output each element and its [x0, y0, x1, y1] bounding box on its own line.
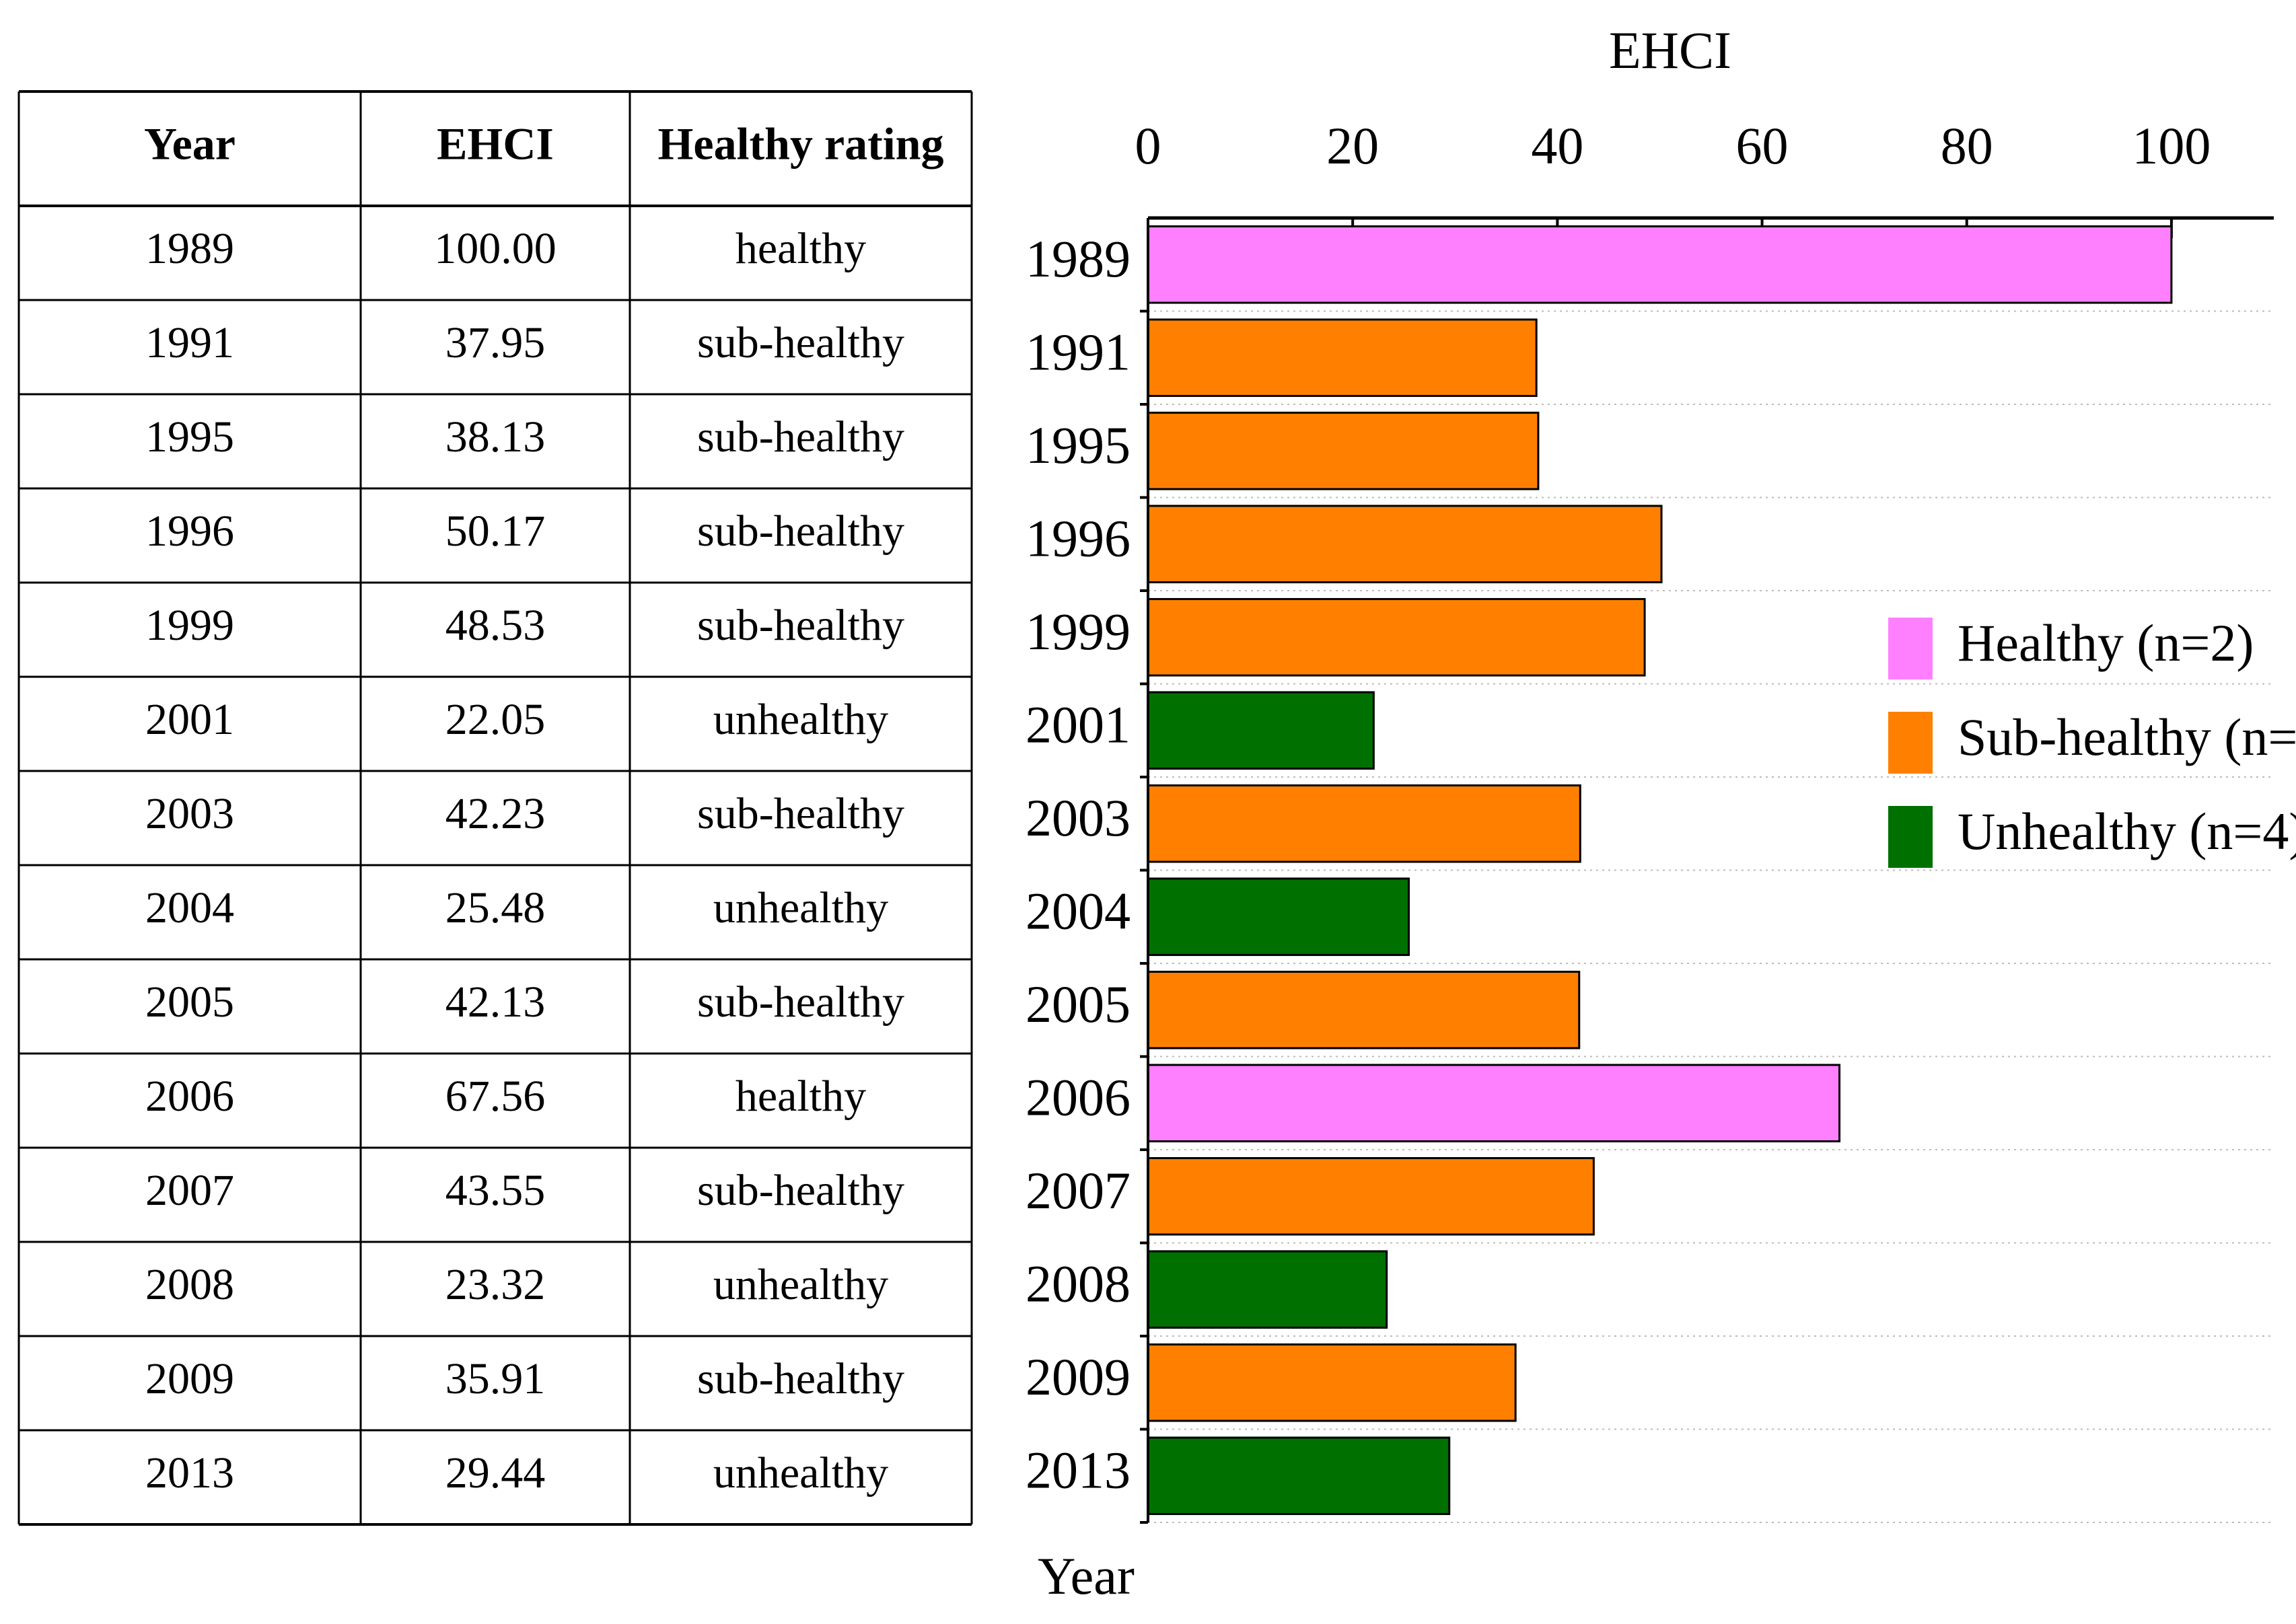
- table-cell: unhealthy: [713, 1260, 888, 1309]
- table-cell: 2006: [145, 1072, 234, 1121]
- table-cell: 2001: [145, 695, 234, 744]
- bar: [1147, 597, 1646, 677]
- x-tick-label: 80: [1941, 116, 1993, 175]
- table-header: Healthy rating: [658, 118, 944, 170]
- bar: [1147, 225, 2173, 304]
- table-cell: sub-healthy: [697, 601, 904, 650]
- table-cell: 38.13: [445, 412, 546, 462]
- table-header: Year: [144, 118, 236, 170]
- y-tick-label: 2004: [1026, 882, 1131, 940]
- table-cell: 2008: [145, 1260, 234, 1309]
- table-cell: sub-healthy: [697, 977, 904, 1027]
- table-cell: sub-healthy: [697, 318, 904, 367]
- table-cell: sub-healthy: [697, 507, 904, 556]
- bar: [1147, 1343, 1517, 1422]
- y-tick-label: 2006: [1026, 1068, 1131, 1127]
- bar: [1147, 1250, 1388, 1329]
- legend-swatch: [1888, 618, 1933, 679]
- table-cell: 100.00: [434, 224, 557, 273]
- table-cell: 67.56: [445, 1072, 546, 1121]
- table-cell: 2013: [145, 1448, 234, 1498]
- x-tick-label: 100: [2132, 116, 2211, 175]
- table-cell: 23.32: [445, 1260, 546, 1309]
- table-cell: 1991: [145, 318, 234, 367]
- legend-label: Healthy (n=2): [1958, 614, 2254, 672]
- bar: [1147, 318, 1538, 398]
- table-cell: 35.91: [445, 1354, 546, 1403]
- table-cell: healthy: [736, 224, 866, 273]
- table-cell: 2004: [145, 883, 234, 932]
- table-cell: 50.17: [445, 507, 546, 556]
- bar: [1147, 970, 1581, 1049]
- y-tick-label: 2001: [1026, 696, 1131, 754]
- table-cell: sub-healthy: [697, 1354, 904, 1403]
- y-tick-label: 1999: [1026, 602, 1131, 661]
- bar: [1147, 505, 1663, 584]
- y-tick-label: 2008: [1026, 1255, 1131, 1313]
- y-tick-label: 1996: [1026, 509, 1131, 568]
- y-tick-label: 2005: [1026, 975, 1131, 1033]
- y-tick-label: 2009: [1026, 1348, 1131, 1406]
- table-cell: 25.48: [445, 883, 546, 932]
- table-cell: 42.13: [445, 977, 546, 1027]
- table-cell: sub-healthy: [697, 789, 904, 838]
- table-cell: unhealthy: [713, 695, 888, 744]
- y-tick-label: 1995: [1026, 416, 1131, 474]
- y-tick-label: 2013: [1026, 1441, 1131, 1500]
- bar: [1147, 1156, 1595, 1236]
- y-axis-label: Year: [1038, 1547, 1135, 1605]
- table-cell: unhealthy: [713, 1448, 888, 1498]
- chart-title: EHCI: [1609, 21, 1731, 79]
- x-tick-label: 60: [1736, 116, 1789, 175]
- table-cell: 22.05: [445, 695, 546, 744]
- table-cell: 2007: [145, 1166, 234, 1215]
- table-cell: 2009: [145, 1354, 234, 1403]
- x-tick-label: 20: [1326, 116, 1379, 175]
- table-cell: 2003: [145, 789, 234, 838]
- table-cell: 1996: [145, 507, 234, 556]
- table-cell: healthy: [736, 1072, 866, 1121]
- y-tick-label: 2007: [1026, 1161, 1131, 1220]
- table-cell: 1995: [145, 412, 234, 462]
- y-tick-label: 1991: [1026, 323, 1131, 381]
- table-cell: sub-healthy: [697, 1166, 904, 1215]
- x-tick-label: 0: [1135, 116, 1161, 175]
- table-cell: 1999: [145, 601, 234, 650]
- table-cell: sub-healthy: [697, 412, 904, 462]
- bar: [1147, 411, 1540, 490]
- bar: [1147, 1064, 1841, 1143]
- y-tick-label: 1989: [1026, 229, 1131, 288]
- bar: [1147, 877, 1410, 957]
- y-tick-label: 2003: [1026, 788, 1131, 847]
- legend-label: Unhealthy (n=4): [1958, 802, 2296, 860]
- legend-swatch: [1888, 712, 1933, 774]
- bar: [1147, 784, 1581, 863]
- bar: [1147, 1436, 1451, 1516]
- table-cell: 48.53: [445, 601, 546, 650]
- table-cell: 29.44: [445, 1448, 546, 1498]
- table-cell: unhealthy: [713, 883, 888, 932]
- table-cell: 2005: [145, 977, 234, 1027]
- table-cell: 43.55: [445, 1166, 546, 1215]
- bar: [1147, 691, 1375, 770]
- table-header: EHCI: [437, 118, 554, 170]
- legend-label: Sub-healthy (n=8): [1958, 708, 2296, 766]
- x-tick-label: 40: [1531, 116, 1583, 175]
- table-cell: 37.95: [445, 318, 546, 367]
- legend-swatch: [1888, 806, 1933, 868]
- table-cell: 42.23: [445, 789, 546, 838]
- table-cell: 1989: [145, 224, 234, 273]
